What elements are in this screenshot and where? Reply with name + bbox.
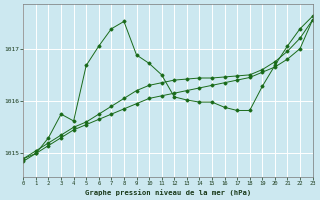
X-axis label: Graphe pression niveau de la mer (hPa): Graphe pression niveau de la mer (hPa) — [85, 189, 251, 196]
